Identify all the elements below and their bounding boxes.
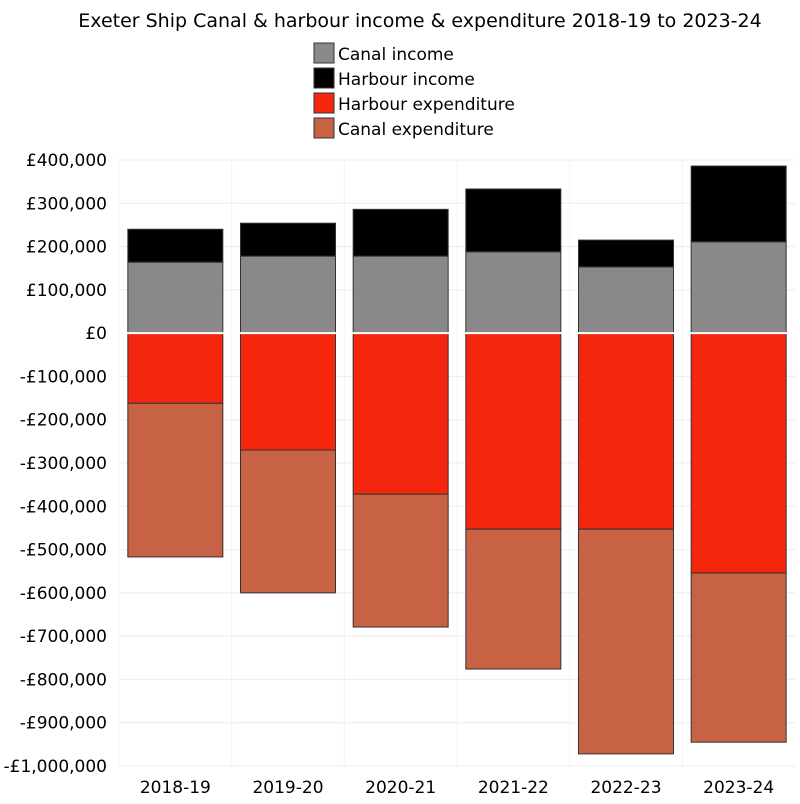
bar-canal-expenditure-2019-20 xyxy=(240,449,336,594)
bar-canal-expenditure-2021-22 xyxy=(465,528,562,670)
bar-harbour-income-2023-24 xyxy=(690,165,787,243)
bar-canal-income-2020-21 xyxy=(352,255,449,334)
bar-canal-income-2023-24 xyxy=(690,241,787,334)
legend-swatch xyxy=(313,117,335,139)
chart-title: Exeter Ship Canal & harbour income & exp… xyxy=(78,10,761,32)
legend-label: Canal expenditure xyxy=(338,120,494,140)
y-tick-label: £0 xyxy=(85,324,107,344)
legend-swatch xyxy=(313,92,335,114)
bar-harbour-expenditure-2019-20 xyxy=(240,332,336,451)
bar-harbour-income-2019-20 xyxy=(240,222,336,257)
y-tick-label: -£700,000 xyxy=(20,627,107,647)
y-tick-label: -£400,000 xyxy=(20,497,107,517)
x-tick-label: 2018-19 xyxy=(140,778,211,798)
bar-canal-income-2018-19 xyxy=(127,261,224,334)
y-tick-label: -£800,000 xyxy=(20,670,107,690)
bar-harbour-income-2018-19 xyxy=(127,228,224,263)
legend-label: Canal income xyxy=(338,45,454,65)
x-tick-label: 2022-23 xyxy=(590,778,661,798)
bar-harbour-expenditure-2020-21 xyxy=(352,332,449,495)
y-tick-label: £300,000 xyxy=(26,194,107,214)
y-tick-label: -£100,000 xyxy=(20,367,107,387)
bar-canal-expenditure-2022-23 xyxy=(578,528,674,755)
x-tick-label: 2019-20 xyxy=(252,778,323,798)
x-tick-label: 2023-24 xyxy=(703,778,774,798)
y-tick-label: -£600,000 xyxy=(20,584,107,604)
bar-harbour-income-2022-23 xyxy=(578,239,674,268)
y-tick-label: £200,000 xyxy=(26,238,107,258)
bar-canal-income-2021-22 xyxy=(465,251,562,334)
y-tick-label: -£200,000 xyxy=(20,411,107,431)
bar-canal-expenditure-2018-19 xyxy=(127,402,224,558)
legend-label: Harbour expenditure xyxy=(338,95,515,115)
x-tick-label: 2020-21 xyxy=(365,778,436,798)
legend-label: Harbour income xyxy=(338,70,475,90)
y-tick-label: -£1,000,000 xyxy=(4,757,107,777)
bar-harbour-expenditure-2022-23 xyxy=(578,332,674,530)
bar-harbour-expenditure-2023-24 xyxy=(690,332,787,574)
bar-harbour-income-2021-22 xyxy=(465,188,562,253)
y-tick-label: £400,000 xyxy=(26,151,107,171)
bar-harbour-income-2020-21 xyxy=(352,208,449,257)
y-tick-label: -£300,000 xyxy=(20,454,107,474)
y-tick-label: -£500,000 xyxy=(20,541,107,561)
bar-canal-income-2019-20 xyxy=(240,255,336,334)
legend-swatch xyxy=(313,42,335,64)
bar-harbour-expenditure-2021-22 xyxy=(465,332,562,530)
legend-swatch xyxy=(313,67,335,89)
bar-canal-expenditure-2020-21 xyxy=(352,493,449,628)
bar-harbour-expenditure-2018-19 xyxy=(127,332,224,404)
y-tick-label: -£900,000 xyxy=(20,714,107,734)
y-tick-label: £100,000 xyxy=(26,281,107,301)
bar-canal-income-2022-23 xyxy=(578,266,674,334)
bar-canal-expenditure-2023-24 xyxy=(690,572,787,743)
x-tick-label: 2021-22 xyxy=(478,778,549,798)
